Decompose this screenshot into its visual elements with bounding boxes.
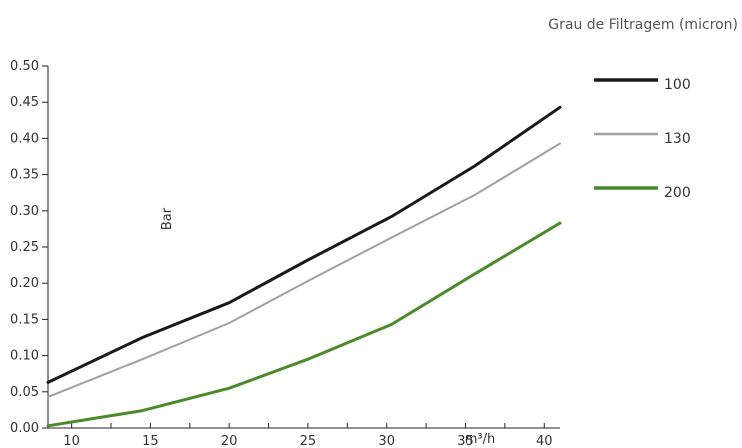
- x-tick-label: 15: [142, 434, 159, 448]
- y-tick-label: 0.20: [10, 276, 39, 291]
- y-tick-label: 0.45: [10, 95, 39, 110]
- y-tick-label: 0.35: [10, 168, 39, 183]
- y-tick-label: 0.25: [10, 240, 39, 255]
- y-tick-label: 0.30: [10, 204, 39, 219]
- y-tick-label: 0.10: [10, 349, 39, 364]
- x-axis: 10 15 20 25 30 35 40: [48, 423, 560, 448]
- series-lines: [46, 105, 562, 428]
- legend: 100 130 200: [594, 77, 691, 201]
- y-tick-label: 0.00: [10, 421, 39, 436]
- x-tick-label: 25: [300, 434, 317, 448]
- legend-label-100: 100: [664, 77, 691, 93]
- legend-label-130: 130: [664, 131, 691, 147]
- x-tick-label: 10: [63, 434, 80, 448]
- y-ticks: 0.00 0.05 0.10 0.15 0.20 0.25 0.30 0.35 0.40 0.45…: [10, 59, 48, 436]
- legend-title: Grau de Filtragem (micron): [548, 17, 738, 33]
- y-axis: 0.00 0.05 0.10 0.15 0.20 0.25 0.30 0.35 0.40 0.45…: [10, 59, 49, 436]
- y-tick-label: 0.05: [10, 385, 39, 400]
- series-line-100: [46, 105, 562, 384]
- x-tick-label: 35: [457, 434, 474, 448]
- y-tick-label: 0.50: [10, 59, 39, 74]
- y-tick-label: 0.40: [10, 131, 39, 146]
- y-axis-label: Bar: [160, 207, 175, 230]
- series-line-130: [47, 142, 561, 398]
- series-line-200: [46, 221, 562, 428]
- x-tick-label: 30: [378, 434, 395, 448]
- legend-label-200: 200: [664, 185, 691, 201]
- x-axis-label: m³/h: [465, 432, 496, 447]
- x-tick-label: 40: [536, 434, 553, 448]
- x-ticks: 10 15 20 25 30 35 40: [63, 423, 553, 448]
- x-tick-label: 20: [221, 434, 238, 448]
- y-tick-label: 0.15: [10, 312, 39, 327]
